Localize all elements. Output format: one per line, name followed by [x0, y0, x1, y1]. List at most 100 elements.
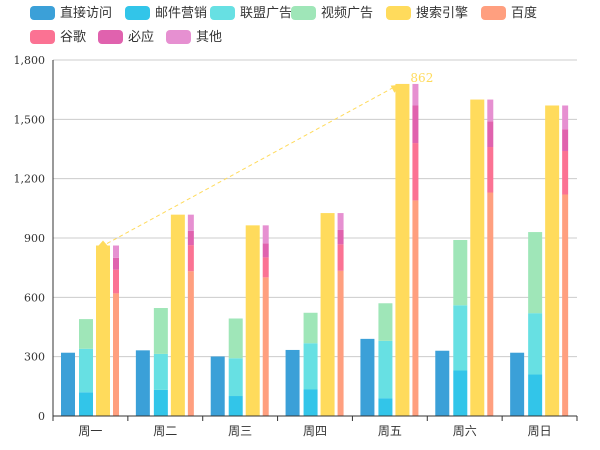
y-tick-label: 0 — [38, 410, 45, 423]
y-tick-label: 900 — [24, 232, 45, 245]
bar[interactable] — [303, 312, 318, 344]
bar[interactable] — [453, 305, 468, 371]
legend-swatch — [30, 6, 55, 20]
bar[interactable] — [378, 340, 393, 399]
bar[interactable] — [337, 244, 344, 271]
bar[interactable] — [562, 105, 569, 130]
legend-swatch — [481, 6, 506, 20]
bar[interactable] — [487, 121, 494, 148]
y-tick-label: 600 — [24, 291, 45, 304]
legend-item[interactable]: 谷歌 — [30, 30, 86, 45]
bar[interactable] — [153, 389, 168, 416]
legend-swatch — [98, 30, 123, 44]
bar[interactable] — [378, 303, 393, 341]
bar[interactable] — [528, 374, 543, 416]
bar[interactable] — [285, 349, 300, 416]
bar[interactable] — [435, 350, 450, 416]
bar[interactable] — [412, 83, 419, 106]
bar[interactable] — [61, 352, 75, 416]
legend-item[interactable]: 搜索引擎 — [386, 6, 468, 21]
bar[interactable] — [113, 269, 119, 294]
bar[interactable] — [303, 389, 318, 416]
bar[interactable] — [113, 293, 119, 416]
x-tick-label: 周二 — [153, 424, 177, 438]
bar[interactable] — [470, 99, 485, 417]
x-tick-label: 周三 — [228, 424, 252, 438]
bar[interactable] — [245, 225, 260, 416]
bar[interactable] — [187, 245, 194, 272]
bar[interactable] — [228, 396, 243, 416]
bar[interactable] — [187, 214, 194, 231]
bar[interactable] — [79, 348, 93, 393]
bar[interactable] — [453, 370, 468, 416]
legend-item[interactable]: 直接访问 — [30, 5, 112, 21]
bar[interactable] — [187, 230, 194, 246]
y-tick-label: 1,200 — [14, 173, 46, 186]
legend-label: 联盟广告 — [240, 6, 292, 21]
legend-label: 百度 — [511, 5, 537, 21]
legend-item[interactable]: 联盟广告 — [210, 6, 292, 21]
bar[interactable] — [528, 313, 543, 375]
bar[interactable] — [262, 243, 269, 258]
legend-swatch — [291, 6, 316, 20]
legend-item[interactable]: 视频广告 — [291, 6, 373, 21]
legend-label: 谷歌 — [60, 30, 86, 45]
bar[interactable] — [228, 318, 243, 359]
legend-swatch — [210, 6, 235, 20]
y-tick-label: 1,800 — [14, 54, 46, 67]
bar[interactable] — [96, 245, 110, 416]
bar[interactable] — [79, 392, 93, 416]
bar[interactable] — [262, 257, 269, 278]
bar[interactable] — [412, 200, 419, 416]
bar[interactable] — [262, 225, 269, 244]
bars — [61, 83, 569, 417]
bar[interactable] — [135, 350, 150, 416]
legend-swatch — [30, 30, 55, 44]
bar[interactable] — [153, 308, 168, 354]
bar[interactable] — [320, 213, 335, 416]
bar[interactable] — [113, 257, 119, 270]
mark-line-start-cap — [96, 240, 110, 249]
x-tick-label: 周五 — [378, 424, 402, 438]
bar[interactable] — [412, 105, 419, 144]
bar[interactable] — [562, 194, 569, 416]
bar[interactable] — [262, 277, 269, 416]
legend-item[interactable]: 其他 — [166, 30, 222, 45]
bar[interactable] — [528, 232, 543, 314]
legend-label: 其他 — [196, 30, 222, 45]
legend-item[interactable]: 百度 — [481, 5, 537, 21]
bar[interactable] — [337, 270, 344, 416]
legend-item[interactable]: 必应 — [98, 29, 154, 45]
bar[interactable] — [153, 353, 168, 390]
bar[interactable] — [545, 105, 560, 416]
bar[interactable] — [487, 147, 494, 193]
bar[interactable] — [360, 338, 375, 416]
bar[interactable] — [395, 83, 410, 416]
legend-label: 搜索引擎 — [416, 6, 468, 21]
bar[interactable] — [337, 213, 344, 230]
bar[interactable] — [562, 150, 569, 195]
y-tick-label: 300 — [24, 351, 45, 364]
bar[interactable] — [210, 356, 225, 416]
bar[interactable] — [562, 129, 569, 151]
bar[interactable] — [113, 245, 119, 258]
bar[interactable] — [378, 398, 393, 416]
bar[interactable] — [303, 343, 318, 390]
legend-swatch — [125, 6, 150, 20]
legend-item[interactable]: 邮件营销 — [125, 6, 207, 21]
bar[interactable] — [79, 319, 93, 349]
x-tick-label: 周一 — [78, 424, 102, 438]
legend-label: 邮件营销 — [155, 6, 207, 21]
bar[interactable] — [487, 192, 494, 416]
bar[interactable] — [487, 99, 494, 122]
bar[interactable] — [228, 358, 243, 397]
bar[interactable] — [187, 271, 194, 416]
bar[interactable] — [510, 352, 525, 416]
legend-label: 必应 — [128, 29, 154, 45]
bar[interactable] — [453, 239, 468, 306]
mark-line-arrowhead — [390, 84, 401, 93]
bar[interactable] — [412, 143, 419, 201]
bar[interactable] — [337, 229, 344, 245]
bar[interactable] — [170, 214, 185, 416]
